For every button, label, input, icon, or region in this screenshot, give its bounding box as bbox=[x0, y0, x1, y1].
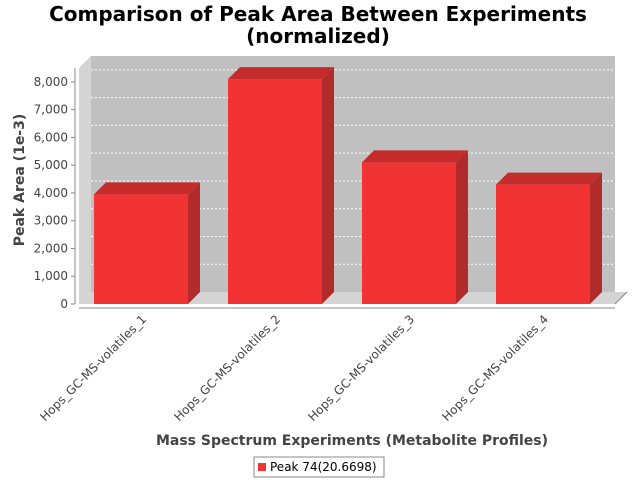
legend-frame bbox=[253, 456, 385, 478]
chart-title-line-2: (normalized) bbox=[246, 24, 390, 48]
bar bbox=[228, 67, 334, 304]
y-tick-label: 6,000 bbox=[34, 130, 68, 144]
y-tick-label: 1,000 bbox=[34, 269, 68, 283]
y-tick-label: 3,000 bbox=[34, 214, 68, 228]
plot-floor bbox=[79, 292, 627, 304]
plot-left-wall bbox=[79, 56, 91, 304]
legend-entry-label: Peak 74(20.6698) bbox=[270, 460, 377, 474]
x-tick-label: Hops_GC-MS-volatiles_2 bbox=[171, 312, 283, 424]
bar-top bbox=[94, 182, 200, 195]
bar-front bbox=[94, 194, 188, 304]
bar bbox=[94, 182, 200, 304]
y-tick-label: 7,000 bbox=[34, 103, 68, 117]
bar-side bbox=[456, 150, 468, 304]
bar-front bbox=[362, 162, 456, 304]
y-tick-label: 5,000 bbox=[34, 158, 68, 172]
bar bbox=[362, 150, 468, 304]
bar-front bbox=[496, 184, 590, 304]
x-tick-label: Hops_GC-MS-volatiles_4 bbox=[439, 312, 551, 424]
y-axis-label: Peak Area (1e-3) bbox=[12, 114, 28, 247]
y-tick-label: 4,000 bbox=[34, 186, 68, 200]
bar-side bbox=[590, 172, 602, 304]
x-axis: Hops_GC-MS-volatiles_1 Hops_GC-MS-volatil… bbox=[37, 307, 615, 424]
bar-side bbox=[188, 182, 200, 304]
chart-title-line-1: Comparison of Peak Area Between Experime… bbox=[49, 2, 587, 26]
y-tick-label: 0 bbox=[60, 297, 68, 311]
bar-side bbox=[322, 67, 334, 304]
plot-floor-edge bbox=[614, 291, 628, 305]
x-tick-label: Hops_GC-MS-volatiles_1 bbox=[37, 312, 149, 424]
x-axis-label: Mass Spectrum Experiments (Metabolite Pr… bbox=[156, 433, 548, 449]
x-tick-label: Hops_GC-MS-volatiles_3 bbox=[305, 312, 417, 424]
bar-top bbox=[496, 172, 602, 185]
y-tick-label: 8,000 bbox=[34, 75, 68, 89]
legend-swatch bbox=[258, 463, 266, 471]
bar-top bbox=[228, 67, 334, 80]
y-tick-label: 2,000 bbox=[34, 241, 68, 255]
legend: Peak 74(20.6698) bbox=[253, 456, 385, 478]
bar bbox=[496, 172, 602, 304]
bars bbox=[94, 67, 602, 304]
y-axis: 0 1,000 2,000 3,000 4,000 5,000 6,000 7,000 8,00… bbox=[34, 68, 76, 311]
bar-front bbox=[228, 79, 322, 304]
bar-top bbox=[362, 150, 468, 163]
